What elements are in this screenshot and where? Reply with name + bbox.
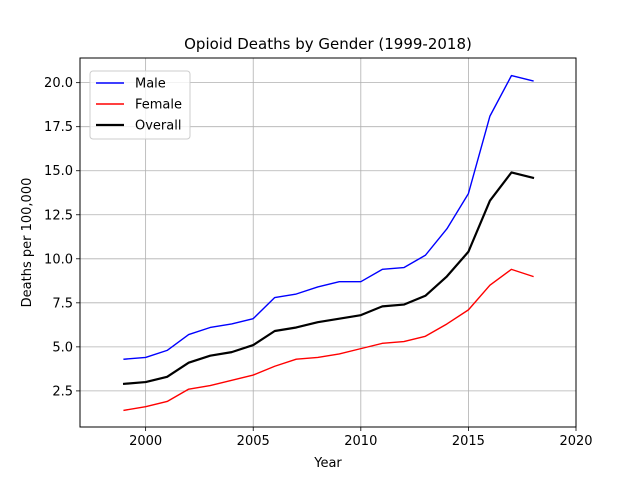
x-tick-label: 2015 — [452, 434, 485, 449]
series-line-female — [123, 268, 534, 412]
x-axis-label: Year — [313, 456, 342, 471]
legend-label-male: Male — [135, 77, 166, 92]
plot-frame — [79, 57, 577, 428]
x-tick-label: 2000 — [129, 434, 162, 449]
x-tick-label: 2020 — [559, 434, 592, 449]
y-axis-label: Deaths per 100,000 — [20, 178, 35, 308]
legend-label-overall: Overall — [135, 119, 181, 134]
y-tick-label: 17.5 — [44, 120, 73, 135]
x-tick-label: 2005 — [237, 434, 270, 449]
axis-ticks: 2000 2005 2010 2015 2020 2.5 5.0 7.5 10.0 12.5 15.… — [44, 76, 593, 449]
series-line-overall — [122, 171, 535, 386]
y-tick-label: 2.5 — [52, 384, 73, 399]
x-tick-label: 2010 — [344, 434, 377, 449]
y-tick-label: 5.0 — [52, 340, 73, 355]
series-line-male — [123, 74, 534, 360]
y-tick-label: 10.0 — [44, 252, 73, 267]
chart-title: Opioid Deaths by Gender (1999-2018) — [184, 35, 472, 53]
legend: Male Female Overall — [89, 70, 191, 140]
y-tick-label: 15.0 — [44, 164, 73, 179]
series-layer — [122, 74, 535, 412]
legend-label-female: Female — [135, 98, 182, 113]
legend-box — [89, 70, 191, 140]
y-tick-label: 12.5 — [44, 208, 73, 223]
y-tick-label: 20.0 — [44, 76, 73, 91]
y-tick-label: 7.5 — [52, 296, 73, 311]
grid — [80, 58, 577, 427]
